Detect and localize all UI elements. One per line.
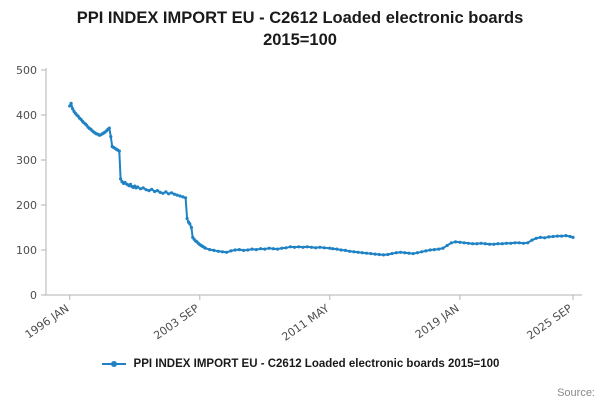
line-chart-canvas: 0 100 200 300 400 500 1996 JAN 2003 SEP 2011 MAY… xyxy=(16,64,582,344)
source-label: Source: xyxy=(557,387,595,399)
svg-text:400: 400 xyxy=(16,109,37,122)
chart-title-line2: 2015=100 xyxy=(263,31,337,50)
svg-text:2003 SEP: 2003 SEP xyxy=(151,302,201,343)
svg-text:500: 500 xyxy=(16,64,37,77)
legend-label: PPI INDEX IMPORT EU - C2612 Loaded elect… xyxy=(133,358,500,370)
svg-text:2025 SEP: 2025 SEP xyxy=(525,302,575,343)
chart-legend: PPI INDEX IMPORT EU - C2612 Loaded elect… xyxy=(0,358,600,370)
svg-text:100: 100 xyxy=(16,244,37,257)
svg-text:2011 MAY: 2011 MAY xyxy=(280,302,332,344)
chart-title: PPI INDEX IMPORT EU - C2612 Loaded elect… xyxy=(0,7,600,52)
legend-line-marker-icon xyxy=(101,361,126,367)
svg-text:200: 200 xyxy=(16,199,37,212)
svg-text:1996 JAN: 1996 JAN xyxy=(23,302,72,341)
svg-text:2019 JAN: 2019 JAN xyxy=(413,302,462,341)
svg-text:300: 300 xyxy=(16,154,37,167)
chart-title-line1: PPI INDEX IMPORT EU - C2612 Loaded elect… xyxy=(76,9,524,27)
svg-text:0: 0 xyxy=(30,289,37,302)
